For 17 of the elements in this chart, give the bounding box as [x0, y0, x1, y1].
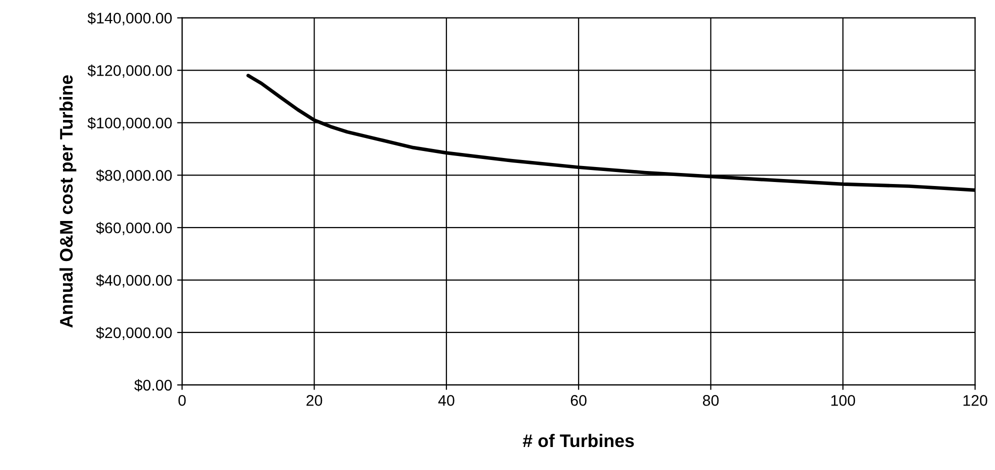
x-tick-label: 0 — [178, 395, 186, 406]
y-tick-label: $0.00 — [134, 379, 172, 392]
y-tick-label: $140,000.00 — [88, 12, 172, 26]
x-tick-label: 40 — [438, 395, 454, 406]
y-tick-label: $100,000.00 — [88, 116, 172, 130]
x-tick-label: 20 — [306, 395, 322, 406]
x-tick-label: 120 — [964, 395, 988, 406]
x-tick-label: 80 — [702, 395, 719, 406]
x-axis-title: # of Turbines — [522, 434, 634, 448]
y-axis-title: Annual O&M cost per Turbine — [59, 75, 76, 328]
y-tick-label: $80,000.00 — [96, 169, 172, 183]
y-tick-label: $20,000.00 — [96, 326, 172, 340]
y-tick-label: $120,000.00 — [88, 64, 172, 78]
y-tick-label: $60,000.00 — [96, 222, 172, 236]
x-tick-label: 100 — [831, 395, 856, 406]
y-tick-label: $40,000.00 — [96, 274, 172, 288]
x-tick-label: 60 — [570, 395, 586, 406]
